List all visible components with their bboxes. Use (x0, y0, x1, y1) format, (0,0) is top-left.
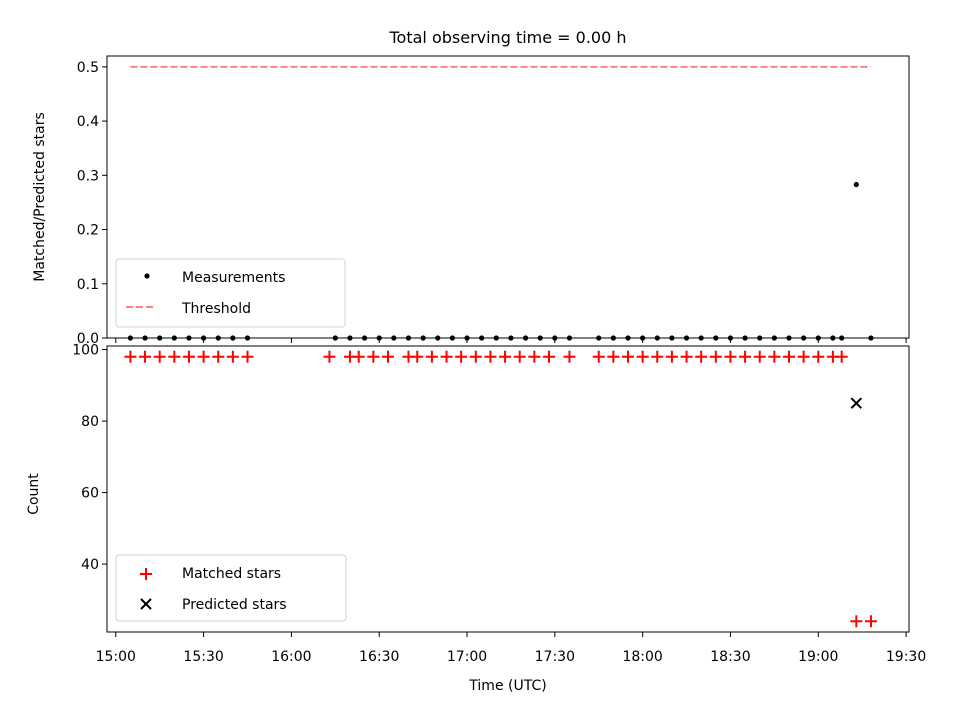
legend-threshold-label: Threshold (181, 301, 251, 317)
top-legend-box (115, 258, 346, 328)
matched-star-point (139, 350, 152, 363)
matched-star-point (528, 350, 541, 363)
matched-star-point (513, 350, 526, 363)
matched-star-point (323, 350, 336, 363)
legend-measurements-label: Measurements (182, 270, 285, 286)
matched-star-point (724, 350, 737, 363)
matched-star-point (499, 350, 512, 363)
bottom-legend-box (115, 554, 347, 622)
matched-star-point (782, 350, 795, 363)
matched-star-point (455, 350, 468, 363)
matched-star-point (753, 350, 766, 363)
x-tick-label: 18:00 (622, 649, 662, 665)
matched-star-point (651, 350, 664, 363)
measurement-point (853, 181, 859, 188)
top-axes-frame (106, 55, 910, 339)
x-tick-label: 19:00 (798, 649, 838, 665)
bottom-y-tick-label: 40 (81, 557, 99, 573)
matched-star-point (241, 350, 254, 363)
x-tick-label: 15:00 (96, 649, 136, 665)
legend-predicted-marker (140, 598, 152, 610)
matched-star-point (607, 350, 620, 363)
matched-star-point (411, 350, 424, 363)
top-x-ticks (115, 338, 907, 343)
matched-star-point (367, 350, 380, 363)
x-tick-label: 17:00 (447, 649, 487, 665)
matched-star-point (636, 350, 649, 363)
matched-star-point (226, 350, 239, 363)
matched-star-point (665, 350, 678, 363)
top-legend: Measurements Threshold (115, 258, 346, 328)
x-tick-label: 16:00 (271, 649, 311, 665)
top-y-tick-label: 0.0 (77, 331, 99, 347)
matched-star-point (197, 350, 210, 363)
matched-star-point (182, 350, 195, 363)
matched-star-point (440, 350, 453, 363)
x-tick-label: 18:30 (710, 649, 750, 665)
top-y-axis-label: Matched/Predicted stars (32, 112, 48, 282)
matched-star-point (542, 350, 555, 363)
matched-star-point (352, 350, 365, 363)
matched-star-point (168, 350, 181, 363)
bottom-y-tick-label: 100 (72, 343, 99, 359)
matched-star-point (768, 350, 781, 363)
matched-star-point (709, 350, 722, 363)
bottom-legend: Matched stars Predicted stars (115, 554, 347, 622)
bottom-axes-frame (106, 345, 910, 633)
matched-star-point (695, 350, 708, 363)
matched-star-point (812, 350, 825, 363)
matched-star-point (425, 350, 438, 363)
bottom-y-tick-label: 60 (81, 486, 99, 502)
top-y-tick-label: 0.1 (77, 277, 99, 293)
x-axis-label: Time (UTC) (468, 678, 546, 694)
matched-star-point (563, 350, 576, 363)
matched-star-point (739, 350, 752, 363)
matched-star-point (850, 615, 863, 628)
bottom-plot-area (124, 350, 877, 628)
top-y-tick-label: 0.3 (77, 168, 99, 184)
legend-matched-marker (140, 568, 152, 580)
matched-star-point (864, 615, 877, 628)
matched-star-point (592, 350, 605, 363)
top-y-tick-label: 0.2 (77, 223, 99, 239)
matched-star-point (124, 350, 137, 363)
x-tick-label: 17:30 (535, 649, 575, 665)
matched-star-point (622, 350, 635, 363)
x-tick-label: 15:30 (183, 649, 223, 665)
bottom-panel: 40 60 80 100 Count 15:00 15:30 16:00 16:30 17:0… (26, 343, 926, 694)
matched-star-point (835, 350, 848, 363)
matched-star-point (153, 350, 166, 363)
predicted-star-point (850, 397, 863, 409)
bottom-y-axis: 40 60 80 100 (72, 343, 107, 573)
matched-star-point (212, 350, 225, 363)
x-axis: 15:00 15:30 16:00 16:30 17:00 17:30 18:00 18:30… (96, 632, 926, 665)
matched-star-point (484, 350, 497, 363)
chart-title: Total observing time = 0.00 h (388, 28, 626, 47)
bottom-y-axis-label: Count (26, 473, 42, 515)
top-y-axis: 0.0 0.1 0.2 0.3 0.4 0.5 (77, 60, 107, 347)
legend-predicted-label: Predicted stars (182, 597, 287, 613)
legend-measurements-marker (144, 273, 150, 279)
top-y-tick-label: 0.5 (77, 60, 99, 76)
matched-star-point (680, 350, 693, 363)
top-panel: Total observing time = 0.00 h 0.00.10.20… (32, 28, 910, 347)
matched-star-point (797, 350, 810, 363)
x-tick-label: 19:30 (886, 649, 926, 665)
x-tick-label: 16:30 (359, 649, 399, 665)
matched-star-point (381, 350, 394, 363)
legend-matched-label: Matched stars (182, 566, 281, 582)
matched-star-point (469, 350, 482, 363)
bottom-y-tick-label: 80 (81, 414, 99, 430)
top-y-tick-label: 0.4 (77, 114, 99, 130)
